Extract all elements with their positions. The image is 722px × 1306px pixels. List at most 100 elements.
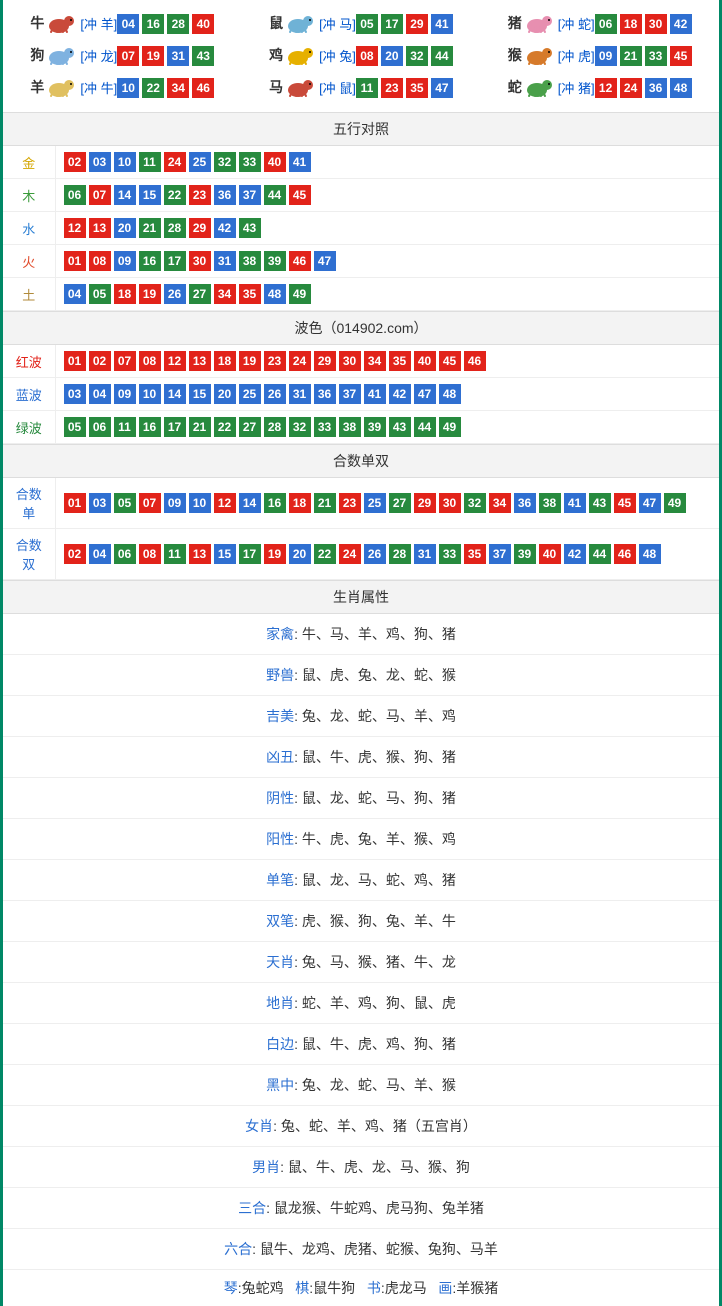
- number-chip: 45: [614, 493, 636, 513]
- number-chip: 24: [339, 544, 361, 564]
- attr-value: 牛、虎、兔、羊、猴、鸡: [302, 831, 456, 847]
- row-label: 红波: [3, 345, 55, 378]
- attr-colon: :: [294, 749, 302, 765]
- season-key: 书: [367, 1280, 381, 1296]
- number-chip: 12: [214, 493, 236, 513]
- table-row: 土04051819262734354849: [3, 278, 719, 311]
- number-chip: 06: [64, 185, 86, 205]
- attr-label: 野兽: [266, 667, 294, 683]
- attr-label: 黑中: [266, 1077, 294, 1093]
- number-chip: 09: [595, 46, 617, 66]
- number-chip: 30: [189, 251, 211, 271]
- number-chip: 43: [389, 417, 411, 437]
- number-chip: 02: [89, 351, 111, 371]
- seasons-row: 琴:兔蛇鸡 棋:鼠牛狗 书:虎龙马 画:羊猴猪: [3, 1270, 719, 1306]
- number-chip: 10: [114, 152, 136, 172]
- season-value: 虎龙马: [385, 1280, 427, 1296]
- zodiac-name: 狗: [30, 45, 44, 65]
- number-chip: 04: [64, 284, 86, 304]
- number-chip: 35: [389, 351, 411, 371]
- number-chip: 46: [192, 78, 214, 98]
- attr-row: 男肖: 鼠、牛、虎、龙、马、猴、狗: [3, 1147, 719, 1188]
- row-nums: 0204060811131517192022242628313335373940…: [55, 529, 719, 580]
- number-chip: 02: [64, 544, 86, 564]
- zodiac-name: 鼠: [269, 13, 283, 33]
- attr-colon: :: [294, 913, 302, 929]
- zodiac-name: 猪: [508, 13, 522, 33]
- attr-label: 六合: [224, 1241, 252, 1257]
- number-chip: 44: [431, 46, 453, 66]
- attr-value: 鼠、牛、虎、龙、马、猴、狗: [288, 1159, 470, 1175]
- number-chip: 41: [431, 14, 453, 34]
- attr-colon: :: [294, 708, 302, 724]
- attr-colon: :: [294, 831, 302, 847]
- number-chip: 14: [239, 493, 261, 513]
- row-label: 合数单: [3, 478, 55, 529]
- number-chip: 26: [264, 384, 286, 404]
- attr-colon: :: [294, 790, 302, 806]
- number-chip: 07: [89, 185, 111, 205]
- number-chip: 01: [64, 493, 86, 513]
- zodiac-title: 狗[冲 龙]: [30, 44, 117, 66]
- number-chip: 41: [364, 384, 386, 404]
- number-chip: 22: [142, 78, 164, 98]
- number-chip: 07: [114, 351, 136, 371]
- number-chip: 07: [139, 493, 161, 513]
- number-chip: 24: [620, 78, 642, 98]
- number-chip: 28: [264, 417, 286, 437]
- number-chip: 06: [114, 544, 136, 564]
- number-chip: 03: [64, 384, 86, 404]
- number-chip: 30: [645, 14, 667, 34]
- number-chip: 47: [431, 78, 453, 98]
- zodiac-animal-icon: [46, 12, 78, 34]
- number-chip: 36: [645, 78, 667, 98]
- number-chip: 15: [139, 185, 161, 205]
- attr-label: 男肖: [252, 1159, 280, 1175]
- zodiac-conflict: [冲 羊]: [80, 14, 117, 33]
- number-chip: 09: [164, 493, 186, 513]
- row-label: 木: [3, 179, 55, 212]
- number-chip: 32: [214, 152, 236, 172]
- attr-value: 兔、蛇、羊、鸡、猪（五宫肖）: [281, 1118, 477, 1134]
- number-chip: 12: [164, 351, 186, 371]
- number-chip: 31: [167, 46, 189, 66]
- number-chip: 38: [239, 251, 261, 271]
- table-row: 合数双0204060811131517192022242628313335373…: [3, 529, 719, 580]
- attr-value: 蛇、羊、鸡、狗、鼠、虎: [302, 995, 456, 1011]
- zodiac-cell: 鼠[冲 马]05172941: [242, 6, 481, 38]
- zodiac-title: 蛇[冲 猪]: [508, 76, 595, 98]
- attr-row: 阳性: 牛、虎、兔、羊、猴、鸡: [3, 819, 719, 860]
- zodiac-grid: 牛[冲 羊]04162840鼠[冲 马]05172941猪[冲 蛇]061830…: [3, 0, 719, 112]
- number-chip: 40: [264, 152, 286, 172]
- number-chip: 11: [356, 78, 378, 98]
- number-chip: 16: [139, 251, 161, 271]
- attr-label: 地肖: [266, 995, 294, 1011]
- attr-row: 阴性: 鼠、龙、蛇、马、狗、猪: [3, 778, 719, 819]
- number-chip: 45: [439, 351, 461, 371]
- number-chip: 42: [564, 544, 586, 564]
- number-chip: 18: [289, 493, 311, 513]
- number-chip: 36: [214, 185, 236, 205]
- attr-label: 家禽: [266, 626, 294, 642]
- number-chip: 33: [439, 544, 461, 564]
- number-chip: 48: [264, 284, 286, 304]
- attr-value: 鼠、牛、虎、鸡、狗、猪: [302, 1036, 456, 1052]
- attr-colon: :: [294, 954, 302, 970]
- number-chip: 01: [64, 351, 86, 371]
- number-chip: 08: [139, 544, 161, 564]
- number-chip: 05: [356, 14, 378, 34]
- number-chip: 38: [339, 417, 361, 437]
- number-chip: 16: [264, 493, 286, 513]
- number-chip: 19: [239, 351, 261, 371]
- attr-colon: :: [273, 1118, 281, 1134]
- number-chip: 20: [214, 384, 236, 404]
- number-chip: 06: [89, 417, 111, 437]
- number-chip: 15: [214, 544, 236, 564]
- number-chip: 37: [239, 185, 261, 205]
- number-chip: 33: [239, 152, 261, 172]
- number-chip: 04: [117, 14, 139, 34]
- number-chip: 03: [89, 493, 111, 513]
- number-chip: 21: [620, 46, 642, 66]
- zodiac-name: 牛: [30, 13, 44, 33]
- attr-row: 吉美: 兔、龙、蛇、马、羊、鸡: [3, 696, 719, 737]
